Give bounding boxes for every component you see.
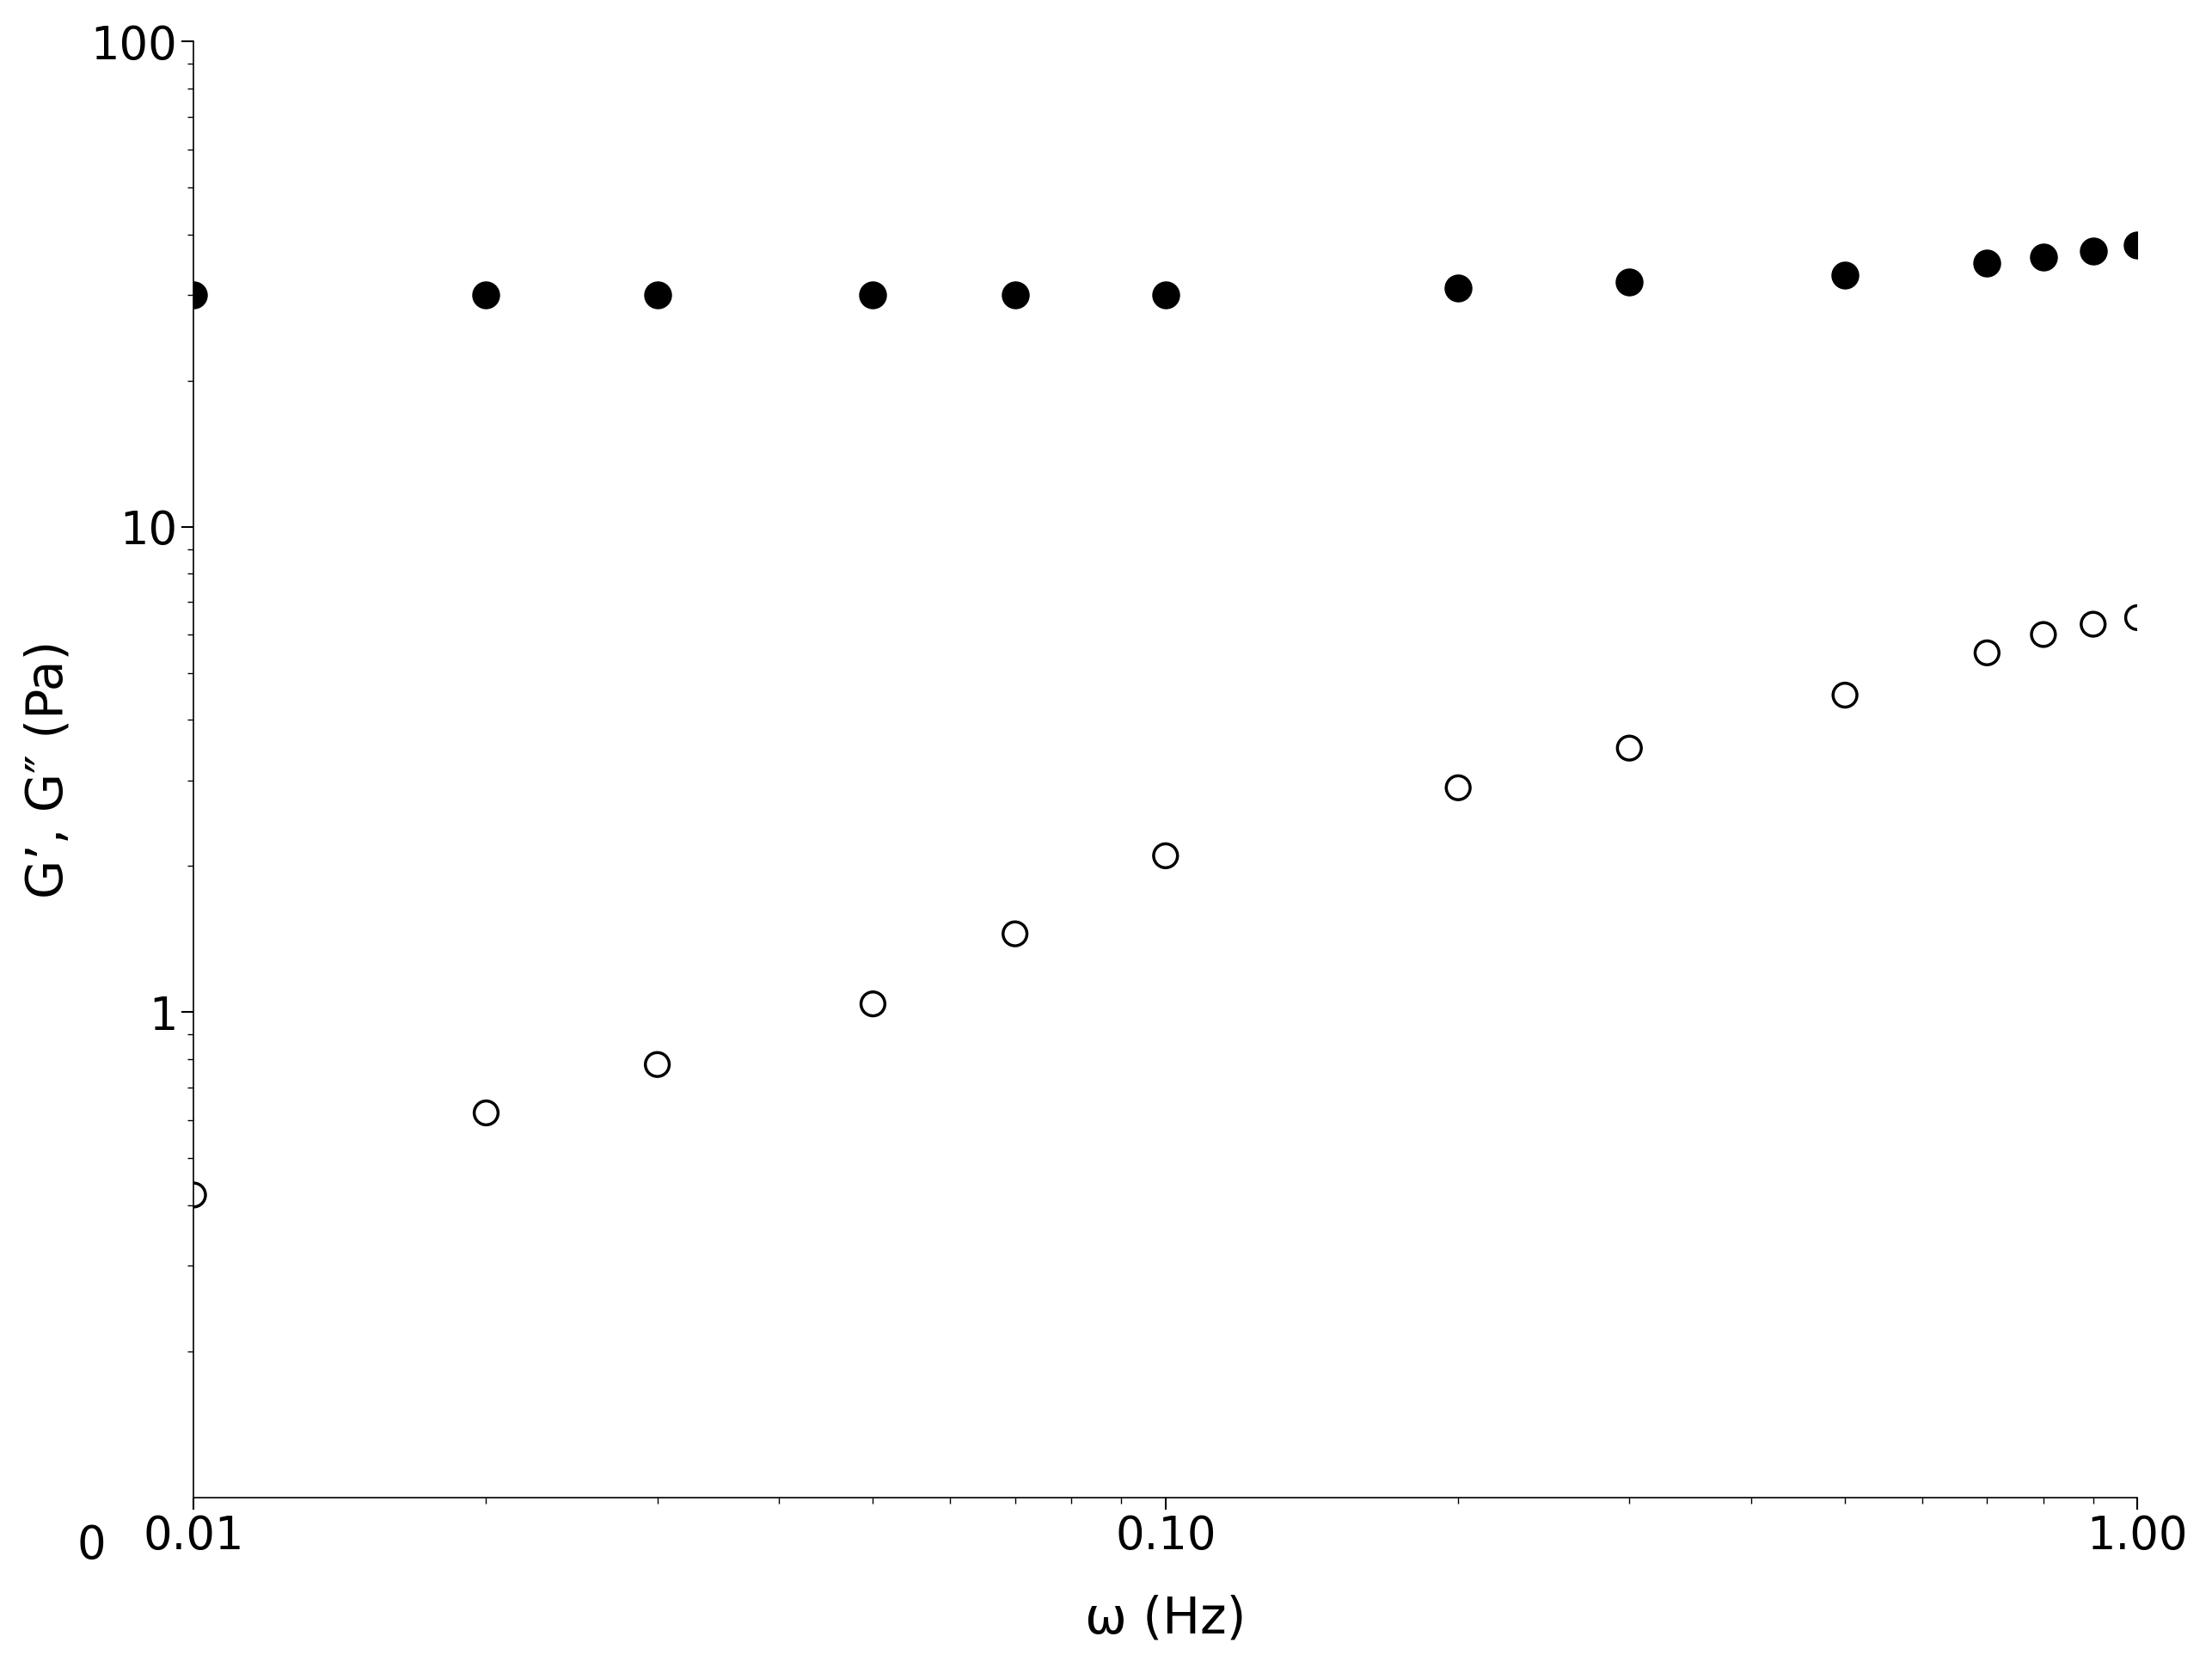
Point	[639, 1052, 675, 1079]
Point	[1148, 842, 1183, 869]
Point	[1827, 262, 1863, 288]
Point	[175, 282, 210, 308]
Point	[1440, 775, 1475, 802]
Text: 0: 0	[77, 1524, 106, 1569]
Point	[469, 282, 504, 308]
Point	[2026, 243, 2062, 270]
Y-axis label: G’, G″ (Pa): G’, G″ (Pa)	[24, 640, 73, 899]
Point	[998, 282, 1033, 308]
Point	[639, 282, 675, 308]
Point	[1440, 275, 1475, 302]
Point	[1613, 268, 1648, 295]
X-axis label: ω (Hz): ω (Hz)	[1086, 1594, 1245, 1644]
Point	[1148, 282, 1183, 308]
Point	[1969, 250, 2004, 277]
Point	[1827, 682, 1863, 708]
Point	[2026, 622, 2062, 648]
Point	[2119, 603, 2154, 630]
Point	[1969, 640, 2004, 667]
Point	[856, 282, 891, 308]
Point	[2119, 232, 2154, 258]
Point	[175, 1182, 210, 1209]
Point	[2075, 610, 2110, 637]
Point	[998, 920, 1033, 947]
Point	[1613, 735, 1648, 762]
Point	[856, 990, 891, 1017]
Point	[469, 1100, 504, 1127]
Point	[2075, 238, 2110, 265]
